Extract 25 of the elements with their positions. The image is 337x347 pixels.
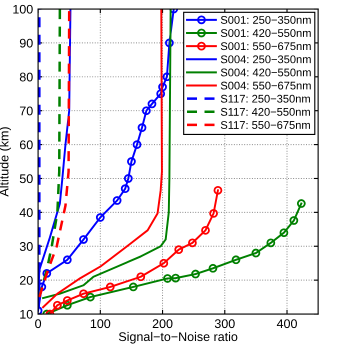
y-tick-label: 20	[20, 276, 33, 285]
legend-label: S001: 250−350nm	[220, 16, 311, 24]
y-tick-label: 40	[20, 208, 33, 218]
legend-label: S117: 550−675nm	[220, 121, 310, 129]
legend-label: S001: 550−675nm	[220, 42, 311, 50]
legend-label: S004: 420−550nm	[220, 68, 311, 76]
x-tick-label: 400	[276, 319, 297, 328]
x-tick-label: 200	[152, 319, 172, 328]
legend-label: S117: 420−550nm	[220, 108, 310, 116]
y-tick-label: 30	[20, 242, 33, 251]
legend-label: S117: 250−350nm	[220, 94, 310, 103]
x-tick-label: 100	[90, 319, 110, 328]
y-tick-label: 80	[20, 72, 33, 82]
x-axis-title: Signal−to−Noise ratio	[118, 332, 238, 344]
y-tick-label: 50	[20, 174, 33, 184]
x-tick-label: 0	[35, 319, 42, 328]
y-tick-label: 100	[13, 4, 33, 14]
y-tick-label: 10	[20, 310, 33, 319]
y-tick-label: 70	[20, 106, 33, 116]
y-tick-label: 60	[20, 140, 33, 150]
legend-label: S001: 420−550nm	[220, 29, 311, 37]
x-tick-label: 300	[214, 319, 235, 328]
legend-label: S004: 550−675nm	[220, 82, 311, 90]
y-tick-label: 90	[20, 38, 33, 48]
legend-label: S004: 250−350nm	[220, 55, 311, 64]
